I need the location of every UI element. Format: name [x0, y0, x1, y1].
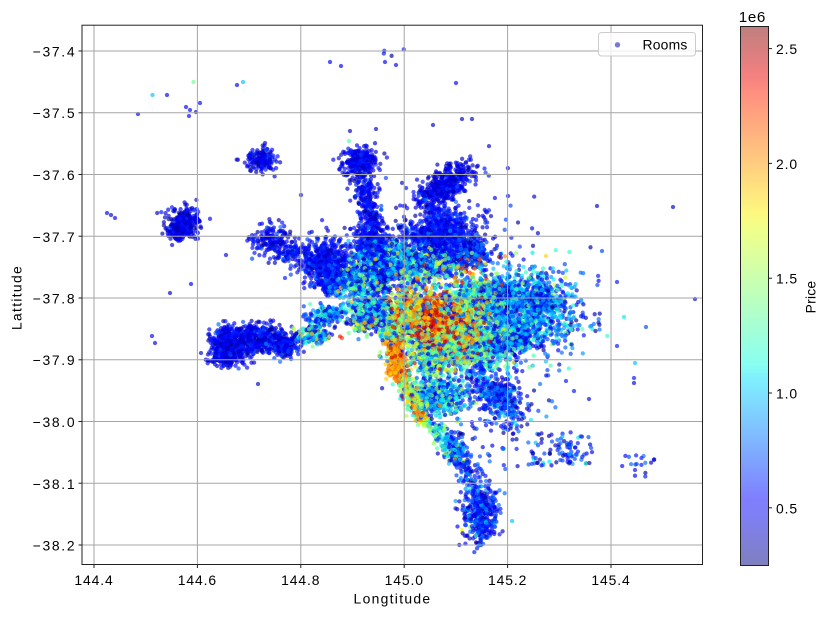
- svg-text:144.8: 144.8: [281, 572, 320, 588]
- svg-text:Longtitude: Longtitude: [354, 591, 432, 607]
- svg-text:145.2: 145.2: [488, 572, 527, 588]
- svg-text:−37.6: −37.6: [33, 167, 77, 183]
- svg-text:−37.4: −37.4: [33, 44, 77, 60]
- svg-text:−37.7: −37.7: [33, 229, 77, 245]
- svg-text:144.6: 144.6: [178, 572, 217, 588]
- svg-text:Lattitude: Lattitude: [9, 265, 25, 330]
- svg-text:Rooms: Rooms: [643, 37, 688, 53]
- svg-text:1.5: 1.5: [776, 271, 798, 287]
- svg-text:−38.1: −38.1: [33, 476, 77, 492]
- svg-text:−37.5: −37.5: [33, 105, 77, 121]
- svg-text:−37.8: −37.8: [33, 291, 77, 307]
- svg-text:1.0: 1.0: [776, 386, 798, 402]
- svg-text:145.4: 145.4: [591, 572, 630, 588]
- svg-text:0.5: 0.5: [776, 500, 798, 516]
- svg-text:−37.9: −37.9: [33, 352, 77, 368]
- svg-text:−38.0: −38.0: [33, 414, 77, 430]
- svg-text:Price: Price: [803, 281, 819, 314]
- svg-text:145.0: 145.0: [385, 572, 424, 588]
- svg-text:2.0: 2.0: [776, 156, 798, 172]
- svg-text:−38.2: −38.2: [33, 538, 77, 554]
- svg-text:144.4: 144.4: [74, 572, 113, 588]
- svg-text:2.5: 2.5: [776, 41, 798, 57]
- svg-text:1e6: 1e6: [739, 9, 766, 26]
